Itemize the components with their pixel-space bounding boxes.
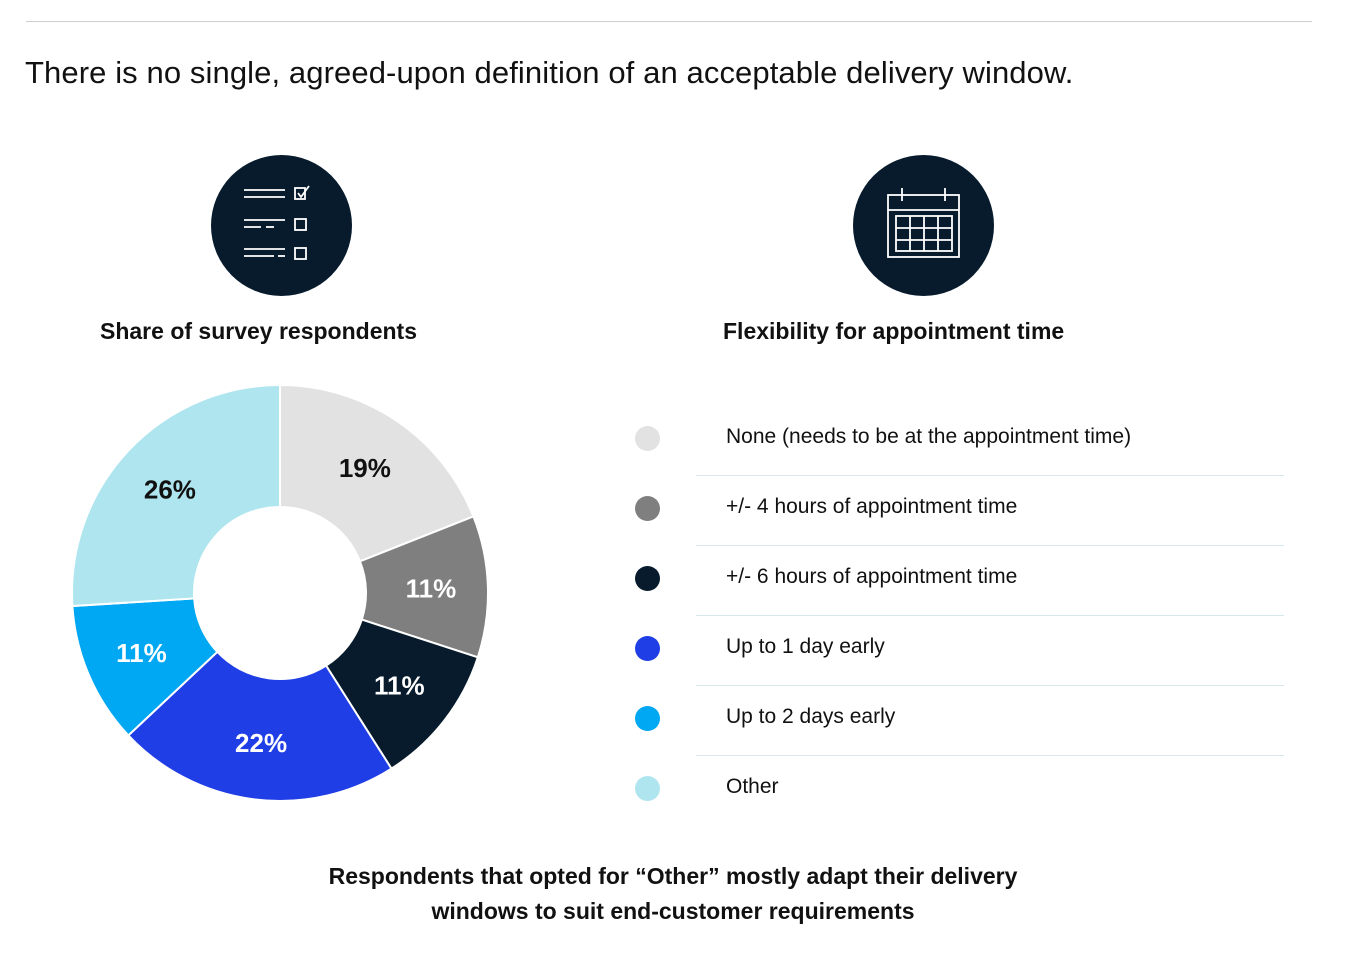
left-section-title: Share of survey respondents — [100, 318, 417, 344]
legend-item: Up to 2 days early — [630, 705, 1290, 776]
legend-divider — [696, 685, 1284, 686]
legend-item: +/- 4 hours of appointment time — [630, 495, 1290, 566]
footnote-line-1: Respondents that opted for “Other” mostl… — [328, 863, 1018, 889]
legend-divider — [696, 615, 1284, 616]
donut-slice — [279, 383, 475, 563]
legend-swatch — [635, 636, 660, 661]
legend-label: +/- 6 hours of appointment time — [726, 565, 1018, 588]
legend-swatch — [635, 706, 660, 731]
legend-item: Up to 1 day early — [630, 635, 1290, 706]
slice-label: 26% — [144, 475, 196, 505]
slice-label: 11% — [406, 573, 457, 603]
legend-swatch — [635, 776, 660, 801]
legend-label: Other — [726, 775, 779, 798]
legend-label: Up to 1 day early — [726, 635, 885, 658]
donut-slice — [126, 650, 393, 802]
legend-label: None (needs to be at the appointment tim… — [726, 425, 1132, 448]
legend-divider — [696, 475, 1284, 476]
legend-label: Up to 2 days early — [726, 705, 896, 728]
donut-chart: 19% 11% 11% 22% 11% 26% — [71, 383, 489, 802]
top-rule — [26, 21, 1312, 22]
legend-item: None (needs to be at the appointment tim… — [630, 425, 1290, 496]
legend-label: +/- 4 hours of appointment time — [726, 495, 1018, 518]
legend-swatch — [635, 426, 660, 451]
slice-label: 11% — [116, 638, 167, 668]
legend-divider — [696, 545, 1284, 546]
right-section-title: Flexibility for appointment time — [723, 318, 1065, 344]
slice-label: 11% — [374, 671, 425, 701]
legend-divider — [696, 755, 1284, 756]
footnote-line-2: windows to suit end-customer requirement… — [431, 898, 915, 924]
slice-label: 22% — [235, 728, 287, 758]
footnote: Respondents that opted for “Other” mostl… — [0, 859, 1346, 929]
slice-label: 19% — [339, 453, 391, 483]
donut-slice — [71, 383, 281, 608]
legend-item: +/- 6 hours of appointment time — [630, 565, 1290, 636]
legend-item: Other — [630, 775, 1290, 846]
legend-swatch — [635, 566, 660, 591]
page-title: There is no single, agreed-upon definiti… — [25, 55, 1074, 90]
checklist-icon — [211, 155, 352, 296]
legend-swatch — [635, 496, 660, 521]
calendar-icon — [853, 155, 994, 296]
